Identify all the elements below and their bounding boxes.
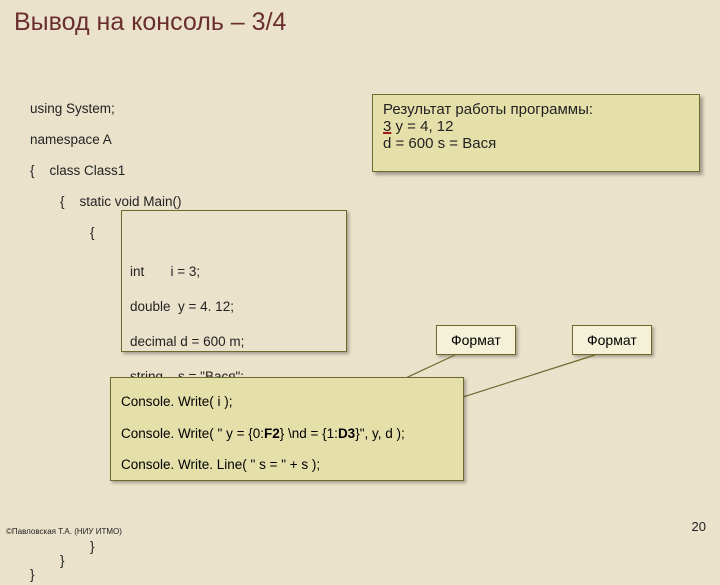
page-number: 20 (692, 519, 706, 534)
console-box: Console. Write( i ); Console. Write( " y… (110, 377, 464, 481)
result-box: Результат работы программы: 3 y = 4, 12 … (372, 94, 700, 172)
result-line: d = 600 s = Вася (383, 135, 689, 152)
code-line: using System; (30, 99, 115, 119)
result-title: Результат работы программы: (383, 101, 689, 118)
bold-fmt: D3 (338, 426, 355, 441)
code-line: { class Class1 (30, 161, 125, 181)
t: }", y, d ); (355, 426, 405, 441)
t: } \nd = {1: (280, 426, 338, 441)
format-label-2: Формат (572, 325, 652, 355)
footer-credit: ©Павловская Т.А. (НИУ ИТМО) (6, 527, 122, 536)
declarations-highlight-box (121, 210, 347, 352)
t: Console. Write( " y = {0: (121, 426, 264, 441)
console-line: Console. Write( " y = {0:F2} \nd = {1:D3… (121, 418, 453, 450)
result-rest: y = 4, 12 (391, 118, 453, 135)
code-line: } (30, 565, 35, 585)
console-line: Console. Write. Line( " s = " + s ); (121, 449, 453, 481)
console-line: Console. Write( i ); (121, 386, 453, 418)
slide-title: Вывод на консоль – 3/4 (0, 0, 720, 42)
result-line: 3 y = 4, 12 (383, 118, 689, 135)
code-line: namespace A (30, 130, 112, 150)
code-line: { (90, 223, 95, 243)
code-line: } (60, 551, 65, 571)
format-label-1: Формат (436, 325, 516, 355)
bold-fmt: F2 (264, 426, 280, 441)
code-line: { static void Main() (60, 192, 182, 212)
